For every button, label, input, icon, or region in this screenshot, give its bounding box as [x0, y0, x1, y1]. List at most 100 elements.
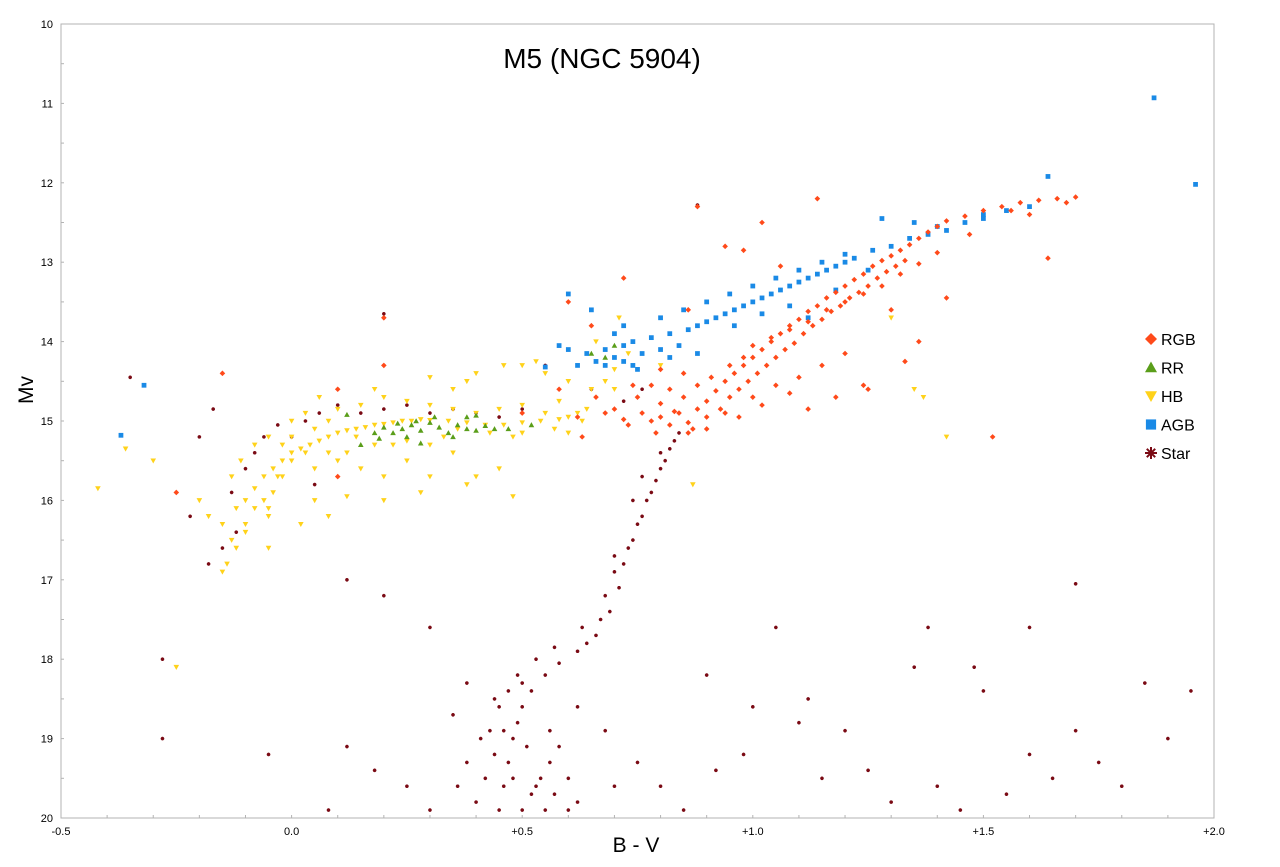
hb-point: [242, 521, 249, 528]
hb-point: [519, 363, 525, 369]
hb-point: [390, 420, 396, 426]
rgb-point: [653, 430, 659, 436]
star-point: [774, 625, 778, 630]
star-point: [557, 744, 561, 749]
x-tick-label: +0.5: [511, 826, 533, 838]
hb-point: [510, 494, 516, 500]
star-point: [234, 530, 239, 534]
star-point: [428, 625, 432, 630]
star-point: [658, 466, 663, 471]
rgb-point: [916, 235, 922, 242]
rgb-point: [1026, 211, 1033, 218]
rgb-point: [630, 382, 636, 389]
star-point: [488, 728, 492, 733]
hb-point: [288, 418, 295, 424]
agb-point: [602, 363, 608, 368]
star-point: [741, 752, 746, 757]
rgb-point: [805, 308, 811, 315]
legend-item-hb: HB: [1145, 389, 1183, 406]
hb-point: [427, 402, 433, 408]
star-point: [534, 784, 538, 789]
hb-point: [427, 375, 433, 381]
rgb-point: [717, 406, 724, 412]
rgb-point: [966, 231, 973, 238]
rgb-point: [842, 283, 848, 289]
hb-point: [261, 498, 267, 504]
hb-point: [911, 387, 918, 393]
star-point: [529, 689, 534, 693]
legend-label: RGB: [1161, 332, 1196, 349]
rgb-point: [657, 414, 664, 420]
rgb-point: [883, 268, 890, 275]
hb-point: [307, 442, 313, 448]
agb-point: [685, 327, 691, 333]
rr-point: [357, 442, 364, 448]
hb-point: [219, 521, 226, 528]
star-point: [211, 407, 215, 411]
star-point: [1050, 776, 1055, 781]
star-point: [889, 800, 893, 804]
rr-point: [473, 427, 479, 433]
y-tick-label: 18: [41, 654, 53, 666]
legend-marker-hb: [1145, 391, 1157, 402]
hb-point: [556, 398, 562, 404]
hb-point: [404, 438, 410, 444]
rgb-point: [754, 370, 761, 377]
star-point: [751, 705, 755, 709]
rr-point: [408, 422, 415, 428]
agb-point: [621, 359, 627, 364]
hb-point: [450, 406, 456, 412]
rgb-point: [786, 326, 793, 333]
hb-point: [302, 450, 309, 456]
star-point: [640, 514, 644, 519]
agb-point: [814, 271, 820, 277]
hb-point: [473, 474, 479, 480]
rgb-point: [791, 340, 798, 346]
hb-point: [445, 418, 452, 424]
rgb-point: [680, 394, 687, 400]
rgb-point: [897, 247, 904, 254]
star-point: [958, 808, 963, 812]
hb-point: [357, 402, 364, 408]
star-point: [312, 482, 317, 487]
hb-point: [556, 417, 562, 423]
rgb-point: [833, 394, 839, 400]
hb-point: [404, 398, 410, 404]
legend-item-star: Star: [1145, 446, 1191, 463]
star-point: [382, 407, 386, 411]
rr-point: [454, 422, 461, 428]
rgb-point: [620, 416, 627, 423]
hb-point: [344, 428, 350, 434]
legend-label: Star: [1161, 446, 1191, 463]
hb-point: [344, 494, 350, 500]
rr-point: [417, 440, 424, 446]
rgb-point: [823, 307, 830, 313]
agb-point: [759, 295, 765, 301]
star-point: [303, 419, 308, 423]
star-point: [428, 411, 432, 415]
star-point: [667, 446, 672, 451]
hb-point: [519, 402, 525, 408]
rgb-point: [786, 390, 793, 397]
hb-point: [325, 450, 332, 456]
agb-point: [630, 363, 636, 368]
rgb-point: [579, 434, 585, 440]
hb-point: [344, 450, 350, 456]
hb-point: [427, 442, 433, 448]
rgb-point: [989, 434, 996, 440]
star-point: [520, 681, 524, 685]
rr-point: [464, 426, 470, 432]
legend-item-agb: AGB: [1145, 418, 1195, 435]
agb-point: [1004, 208, 1009, 213]
star-point: [981, 689, 986, 693]
star-point: [612, 570, 617, 574]
rgb-point: [943, 295, 950, 301]
star-point: [478, 736, 483, 741]
agb-point: [907, 236, 912, 241]
star-point: [511, 736, 515, 741]
star-point: [631, 538, 635, 542]
star-point: [548, 760, 552, 765]
star-point: [621, 399, 626, 403]
agb-point: [727, 291, 733, 297]
x-axis-tick-labels: -0.5 0.0 +0.5 +1.0 +1.5 +2.0: [52, 826, 1225, 838]
